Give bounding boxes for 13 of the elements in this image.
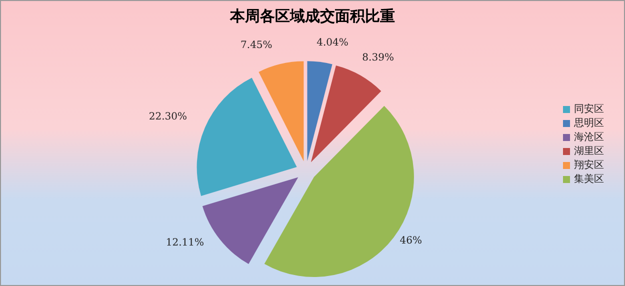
data-label: 8.39%	[362, 52, 394, 64]
legend-label: 集美区	[574, 174, 604, 185]
chart-title: 本周各区域成交面积比重	[228, 7, 396, 26]
legend-label: 思明区	[574, 118, 604, 129]
data-label: 22.30%	[148, 112, 188, 123]
legend-label: 海沧区	[574, 132, 604, 143]
data-label: 12.11%	[166, 238, 204, 249]
legend-label: 翔安区	[574, 160, 604, 171]
legend-label: 湖里区	[574, 146, 604, 157]
data-label: 7.45%	[240, 40, 272, 51]
data-label: 46%	[400, 235, 422, 246]
legend-label: 同安区	[574, 104, 604, 115]
data-label: 4.04%	[316, 37, 348, 48]
